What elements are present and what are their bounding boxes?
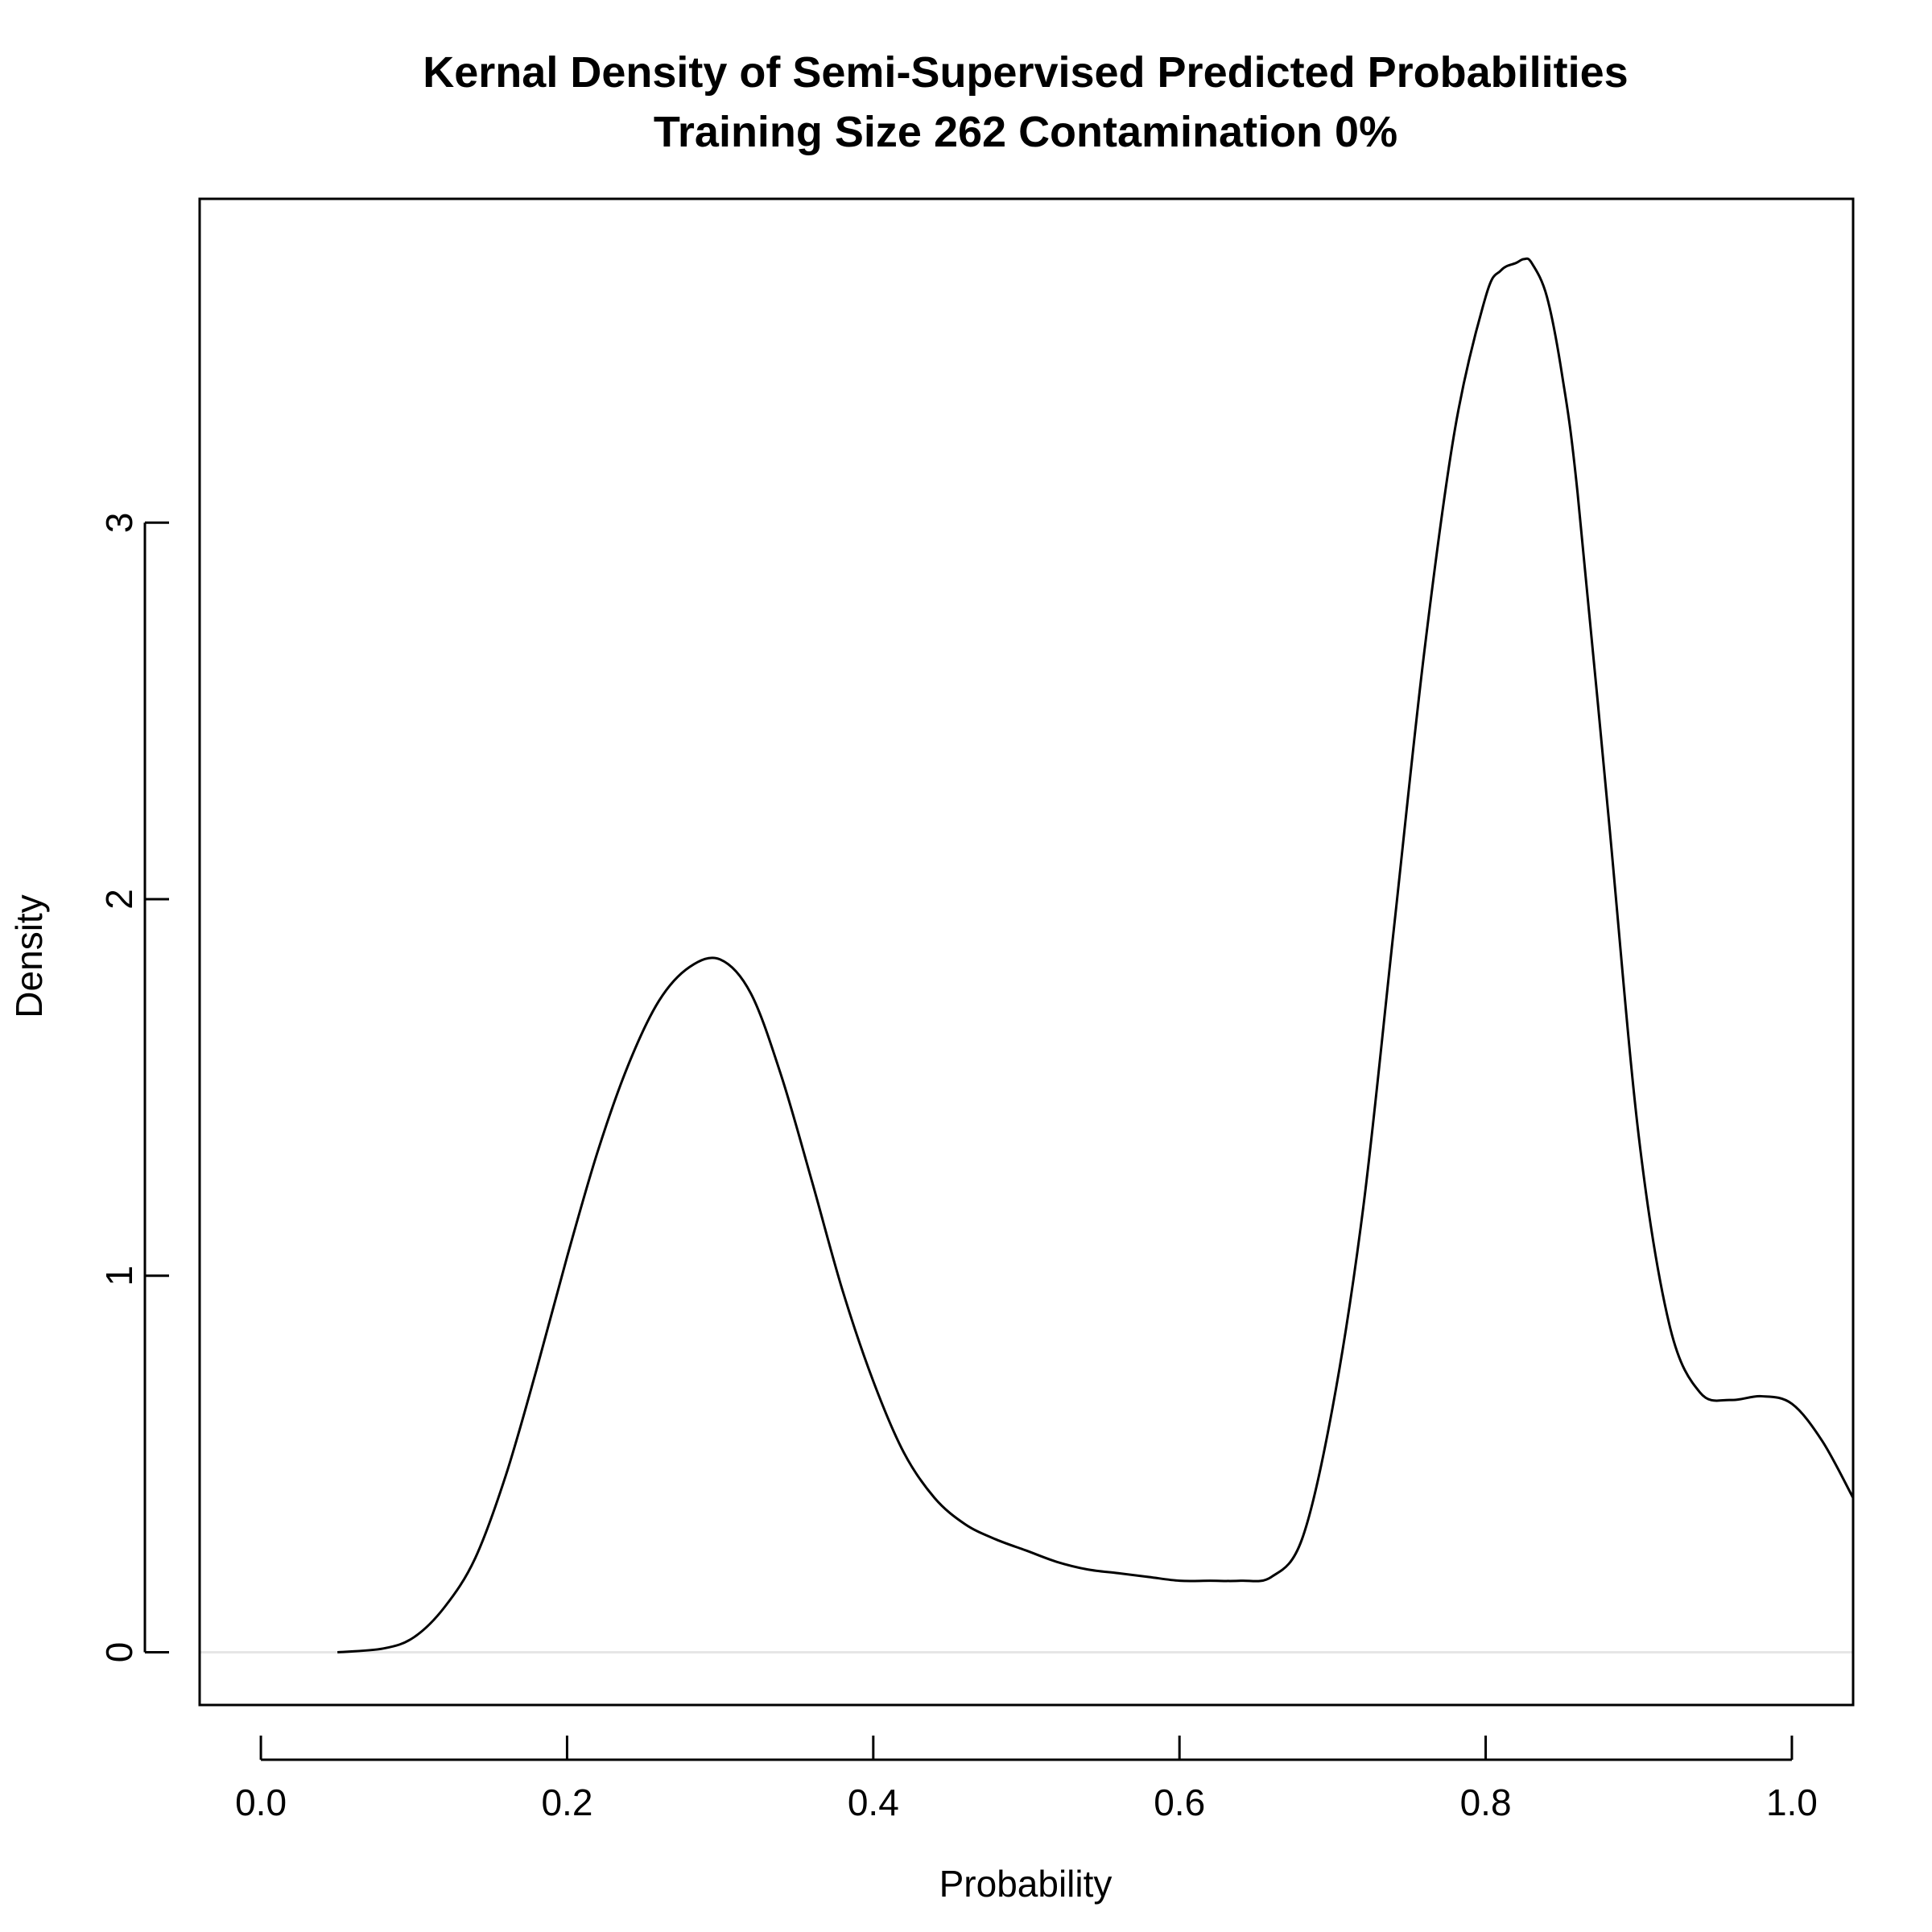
chart-subtitle: Training Size 262 Contamination 0% [654, 108, 1397, 156]
density-curve [337, 257, 1855, 1654]
plot-frame [198, 197, 1855, 1707]
x-tick-label: 0.4 [848, 1781, 899, 1823]
x-tick-label: 0.6 [1154, 1781, 1205, 1823]
chart-title: Kernal Density of Semi-Supervised Predic… [423, 48, 1628, 97]
y-tick-label: 3 [98, 513, 140, 534]
x-axis-title: Probability [939, 1863, 1113, 1905]
x-tick-label: 0.2 [541, 1781, 592, 1823]
y-axis-title: Density [8, 894, 50, 1018]
y-tick-label: 1 [98, 1265, 140, 1286]
x-tick-label: 0.0 [235, 1781, 287, 1823]
x-tick-label: 0.8 [1460, 1781, 1512, 1823]
x-tick-label: 1.0 [1766, 1781, 1818, 1823]
y-tick-label: 0 [98, 1642, 140, 1663]
plot-area: 0.0 0.2 0.4 0.6 0.8 1.0 0 1 2 3 [98, 197, 1855, 1823]
y-tick-label: 2 [98, 889, 140, 910]
